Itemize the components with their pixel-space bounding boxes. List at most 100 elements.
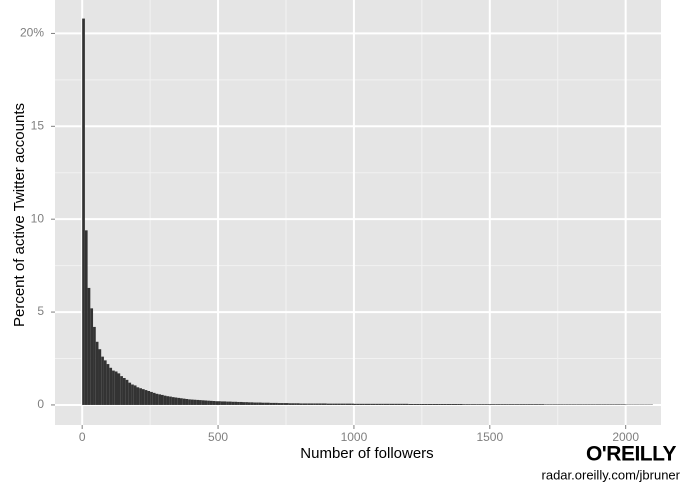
bar xyxy=(525,404,528,405)
bar xyxy=(131,384,134,405)
bar xyxy=(359,403,363,405)
y-tick-label: 10 xyxy=(31,211,45,225)
bar xyxy=(272,402,276,405)
bar xyxy=(489,404,493,405)
bar xyxy=(84,230,88,405)
bar xyxy=(258,402,262,405)
bar xyxy=(576,404,580,405)
bar xyxy=(245,402,248,405)
bar xyxy=(435,404,439,405)
bar xyxy=(280,403,284,405)
bar xyxy=(231,401,235,405)
bar xyxy=(141,389,145,405)
bar xyxy=(508,404,512,405)
bar xyxy=(343,403,346,405)
bar xyxy=(389,403,392,405)
bar xyxy=(617,404,621,405)
bar xyxy=(291,403,295,405)
bar xyxy=(218,401,221,405)
bar xyxy=(169,396,172,405)
bar xyxy=(171,397,175,405)
bar xyxy=(497,404,501,405)
bar xyxy=(305,403,308,405)
bar xyxy=(340,403,344,405)
bar xyxy=(321,403,325,405)
bar xyxy=(209,400,213,405)
bar xyxy=(256,402,259,405)
bar xyxy=(277,403,281,405)
bar xyxy=(190,399,194,405)
bar xyxy=(419,404,422,405)
bar xyxy=(383,403,387,405)
bar xyxy=(315,403,319,405)
bar xyxy=(109,367,113,405)
bar xyxy=(410,404,414,405)
bar xyxy=(598,404,602,405)
bar xyxy=(620,404,623,405)
bar xyxy=(250,402,254,405)
bar xyxy=(93,326,96,405)
bar xyxy=(288,403,292,405)
bar xyxy=(470,404,474,405)
x-tick-label: 500 xyxy=(208,430,228,444)
bar xyxy=(337,403,341,405)
bar xyxy=(541,404,545,405)
bar xyxy=(261,402,265,405)
bar xyxy=(302,403,306,405)
bar xyxy=(112,370,115,405)
bar xyxy=(242,402,246,405)
x-tick-label: 1000 xyxy=(341,430,368,444)
bar xyxy=(465,404,469,405)
y-tick-label: 5 xyxy=(37,304,44,318)
bar xyxy=(345,403,349,405)
bar xyxy=(473,404,477,405)
bar xyxy=(367,403,371,405)
bar xyxy=(351,403,354,405)
bar xyxy=(155,393,159,405)
x-tick-label: 0 xyxy=(79,430,86,444)
bar xyxy=(438,404,441,405)
bar xyxy=(457,404,460,405)
bar xyxy=(294,403,297,405)
bar xyxy=(394,403,398,405)
bar xyxy=(527,404,531,405)
bar xyxy=(487,404,490,405)
bar xyxy=(307,403,311,405)
bar xyxy=(593,404,596,405)
bar xyxy=(421,404,425,405)
bar xyxy=(212,401,216,405)
bar xyxy=(226,401,229,405)
bar xyxy=(413,404,417,405)
bar xyxy=(408,404,411,405)
bar xyxy=(117,373,121,405)
bar xyxy=(334,403,338,405)
bar xyxy=(595,404,599,405)
bar xyxy=(188,399,191,405)
bar xyxy=(114,371,118,405)
x-axis-label: Number of followers xyxy=(300,445,433,462)
bar xyxy=(552,404,556,405)
bar xyxy=(318,403,322,405)
bar xyxy=(432,404,436,405)
bar xyxy=(285,403,289,405)
bar xyxy=(391,403,395,405)
bar xyxy=(375,403,379,405)
bar xyxy=(103,360,107,405)
bar xyxy=(459,404,463,405)
x-tick-label: 2000 xyxy=(612,430,639,444)
bar xyxy=(329,403,333,405)
bar xyxy=(400,403,403,405)
bar xyxy=(427,404,431,405)
bar xyxy=(313,403,316,405)
bar xyxy=(424,404,428,405)
bar xyxy=(372,403,376,405)
bar xyxy=(446,404,450,405)
bar xyxy=(603,404,607,405)
bar xyxy=(492,404,496,405)
bar xyxy=(199,400,202,405)
bar xyxy=(180,398,183,405)
bar xyxy=(609,404,613,405)
bar xyxy=(587,404,591,405)
bar xyxy=(177,397,181,405)
